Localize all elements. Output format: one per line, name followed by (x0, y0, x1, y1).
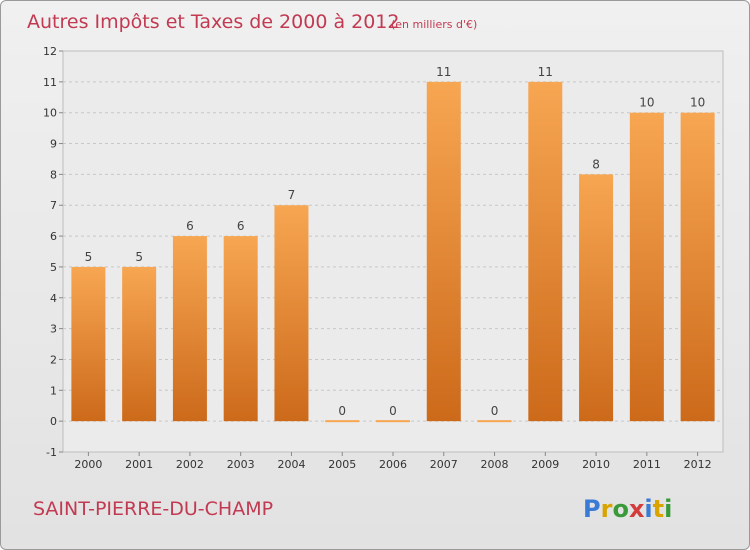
value-label-2002: 6 (186, 219, 194, 233)
y-tick-label: -1 (46, 446, 57, 459)
x-tick-label-2004: 2004 (277, 458, 305, 471)
bar-2008 (477, 420, 512, 423)
bar-2005 (325, 420, 360, 423)
y-tick-label: 5 (50, 261, 57, 274)
logo-letter: x (629, 495, 645, 523)
bar-2002 (172, 236, 207, 422)
value-label-2005: 0 (338, 404, 346, 418)
y-tick-label: 7 (50, 199, 57, 212)
value-labels: 5 5 6 6 7 0 0 11 0 11 8 10 10 (85, 65, 706, 418)
bar-2000 (71, 266, 106, 422)
bar-2009 (528, 81, 563, 422)
chart-unit-label: (en milliers d'€) (391, 18, 477, 31)
y-tick-label: 2 (50, 353, 57, 366)
x-tick-label-2012: 2012 (684, 458, 712, 471)
y-tick-label: 8 (50, 168, 57, 181)
bar-2011 (629, 112, 664, 422)
y-tick-label: 10 (43, 107, 57, 120)
proxiti-logo: Proxiti (583, 495, 672, 523)
logo-letter: r (601, 495, 613, 523)
x-tick-label-2011: 2011 (633, 458, 661, 471)
value-label-2003: 6 (237, 219, 245, 233)
x-tick-label-2009: 2009 (531, 458, 559, 471)
x-tick-label-2003: 2003 (227, 458, 255, 471)
value-label-2010: 8 (592, 157, 600, 171)
value-label-2011: 10 (639, 96, 654, 110)
bar-2010 (579, 174, 614, 422)
y-tick-label: 6 (50, 230, 57, 243)
y-tick-label: 0 (50, 415, 57, 428)
y-tick-label: 12 (43, 45, 57, 58)
x-tick-label-2008: 2008 (481, 458, 509, 471)
bars (71, 81, 715, 423)
x-tick-label-2002: 2002 (176, 458, 204, 471)
value-label-2009: 11 (538, 65, 553, 79)
value-label-2007: 11 (436, 65, 451, 79)
plot-area (62, 50, 724, 453)
y-tick-label: 4 (50, 292, 57, 305)
x-tick-label-2005: 2005 (328, 458, 356, 471)
x-axis: 2000 2001 2002 2003 2004 2005 2006 2007 2008 2009… (74, 452, 712, 471)
value-label-2000: 5 (85, 250, 93, 264)
commune-name: SAINT-PIERRE-DU-CHAMP (33, 498, 273, 520)
y-tick-label: 1 (50, 384, 57, 397)
bar-2012 (680, 112, 715, 422)
value-label-2001: 5 (135, 250, 143, 264)
y-tick-label: 3 (50, 323, 57, 336)
logo-letter: P (583, 495, 601, 523)
chart-title: Autres Impôts et Taxes de 2000 à 2012 (27, 11, 400, 33)
value-label-2008: 0 (491, 404, 499, 418)
x-tick-label-2006: 2006 (379, 458, 407, 471)
value-label-2006: 0 (389, 404, 397, 418)
value-label-2012: 10 (690, 96, 705, 110)
x-tick-label-2000: 2000 (74, 458, 102, 471)
y-tick-label: 11 (43, 76, 57, 89)
value-label-2004: 7 (288, 188, 296, 202)
bar-2006 (376, 420, 410, 423)
logo-letter: i (664, 495, 672, 523)
bar-2004 (274, 205, 309, 422)
y-tick-label: 9 (50, 138, 57, 151)
bar-2003 (223, 236, 258, 422)
x-tick-label-2001: 2001 (125, 458, 153, 471)
x-tick-label-2010: 2010 (582, 458, 610, 471)
bar-2001 (122, 266, 157, 422)
logo-letter: i (644, 495, 652, 523)
logo-letter: t (653, 495, 664, 523)
bar-2007 (426, 81, 461, 422)
x-tick-label-2007: 2007 (430, 458, 458, 471)
logo-letter: o (612, 495, 629, 523)
